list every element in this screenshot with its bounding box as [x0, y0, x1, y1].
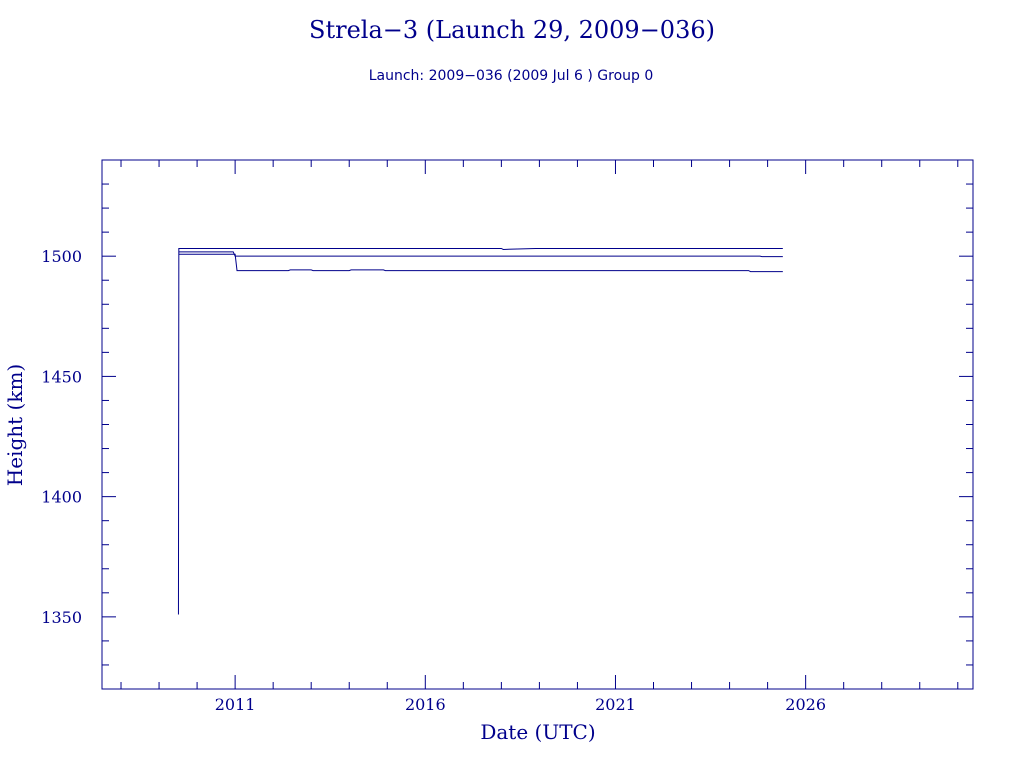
- y-tick-label: 1500: [41, 247, 82, 266]
- series-line-1: [177, 247, 783, 615]
- y-axis-tick-labels: 1350 1400 1450 1500: [41, 247, 82, 627]
- y-tick-label: 1450: [41, 367, 82, 386]
- series-group: [177, 247, 783, 615]
- x-tick-label: 2021: [595, 695, 636, 714]
- series-line-3: [178, 253, 783, 273]
- y-axis-ticks: [102, 159, 973, 690]
- chart-title: Strela−3 (Launch 29, 2009−036): [309, 16, 715, 44]
- plot-frame: [101, 159, 974, 690]
- x-axis-tick-labels: 2011 2016 2021 2026: [215, 695, 826, 714]
- y-axis-label: Height (km): [3, 364, 27, 486]
- x-axis-ticks: [120, 160, 959, 689]
- chart-subtitle: Launch: 2009−036 (2009 Jul 6 ) Group 0: [369, 68, 654, 84]
- y-tick-label: 1400: [41, 488, 82, 507]
- x-axis-label: Date (UTC): [480, 720, 595, 744]
- y-tick-label: 1350: [41, 608, 82, 627]
- x-tick-label: 2011: [215, 695, 256, 714]
- series-line-2: [178, 251, 783, 258]
- x-tick-label: 2016: [405, 695, 446, 714]
- x-tick-label: 2026: [785, 695, 826, 714]
